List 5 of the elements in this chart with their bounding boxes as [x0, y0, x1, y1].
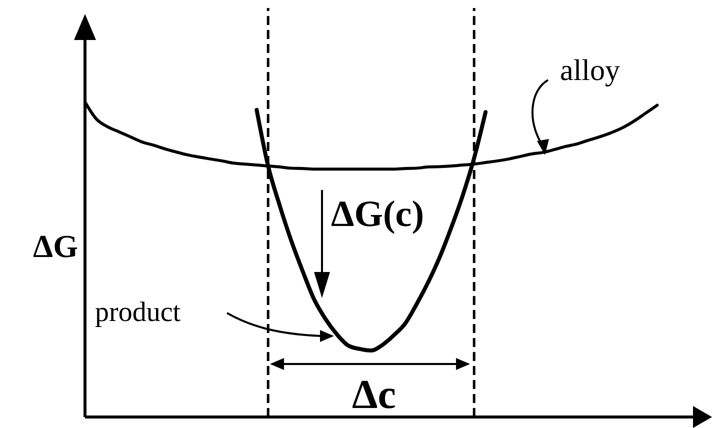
series-label: alloy	[560, 54, 620, 87]
legend-label: product	[95, 297, 181, 328]
y-axis-title: ΔG	[33, 228, 78, 264]
annotation: ΔG(c)	[331, 194, 424, 235]
annotation: Δc	[352, 371, 396, 417]
